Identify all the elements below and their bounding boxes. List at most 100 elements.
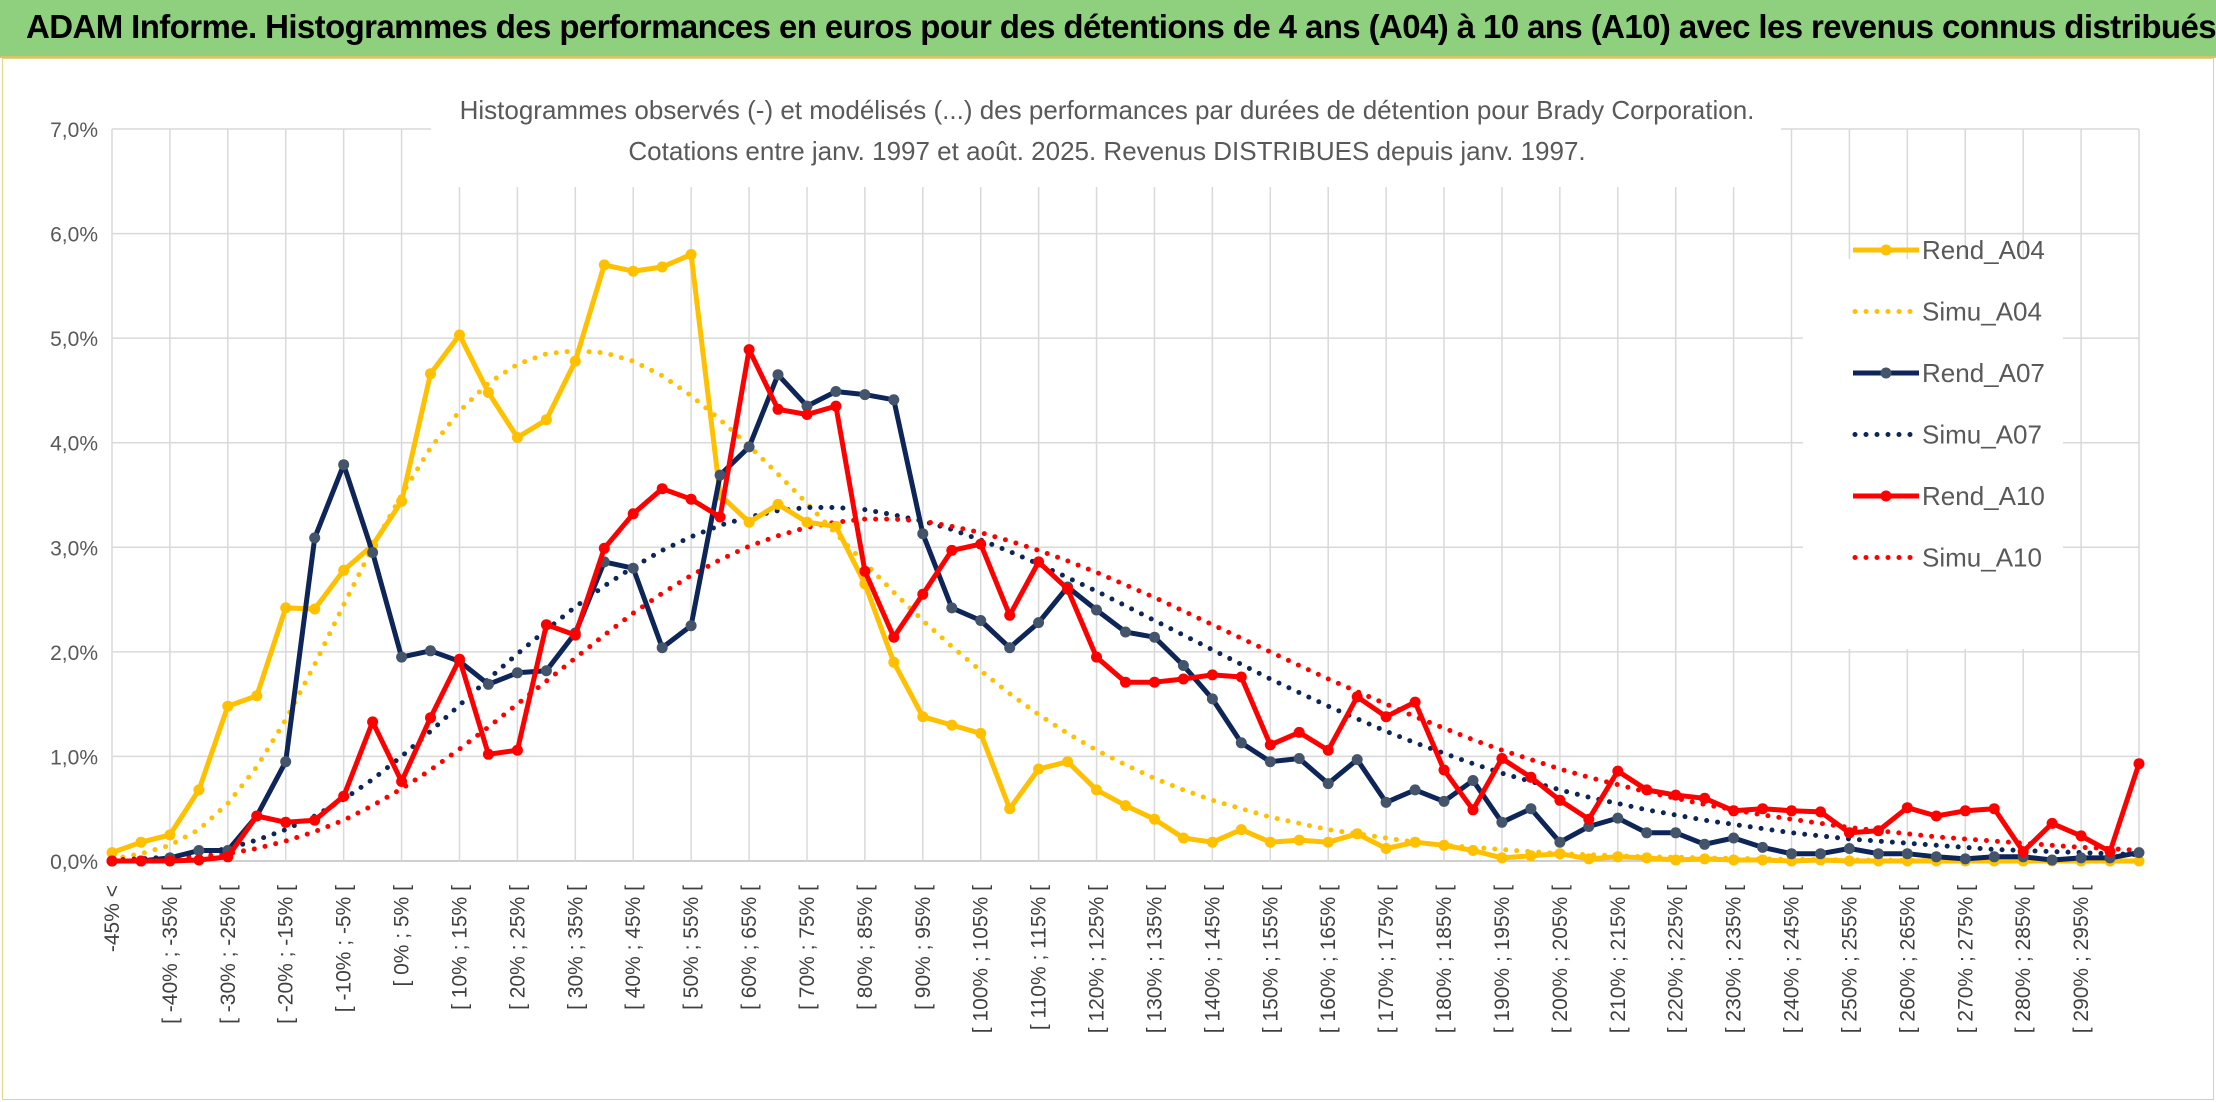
- data-point-rend-a07: [975, 615, 987, 626]
- data-point-rend-a07: [772, 369, 784, 381]
- data-point-rend-a04: [425, 368, 436, 380]
- x-tick-label: [ 250% ; 255% [: [1838, 885, 1861, 1033]
- data-point-rend-a10: [627, 508, 639, 520]
- x-tick-label: [ 30% ; 35% [: [564, 885, 587, 1010]
- data-point-rend-a07: [1930, 851, 1942, 863]
- data-point-rend-a04: [1843, 855, 1855, 867]
- data-point-rend-a07: [1786, 848, 1797, 860]
- x-tick-label: [ 170% ; 175% [: [1375, 885, 1398, 1033]
- data-point-rend-a07: [1467, 775, 1479, 786]
- data-point-rend-a04: [309, 603, 321, 615]
- data-point-rend-a04: [569, 355, 581, 367]
- data-point-rend-a04: [396, 495, 408, 507]
- data-point-rend-a07: [1496, 816, 1508, 828]
- x-tick-label: [ 140% ; 145% [: [1201, 885, 1224, 1033]
- x-tick-label: [ -30% ; -25% [: [217, 885, 240, 1024]
- data-point-rend-a04: [135, 836, 147, 848]
- page-title: ADAM Informe. Histogrammes des performan…: [26, 8, 2216, 45]
- data-point-rend-a04: [685, 249, 697, 260]
- x-tick-label: [ 0% ; 5% [: [391, 885, 414, 987]
- data-point-rend-a10: [714, 511, 726, 523]
- data-point-rend-a07: [2075, 852, 2087, 864]
- data-point-rend-a10: [772, 403, 784, 415]
- x-tick-label: [ 100% ; 105% [: [970, 885, 993, 1033]
- x-tick-label: -45% <: [101, 885, 124, 952]
- data-point-rend-a10: [1033, 556, 1045, 568]
- data-point-rend-a10: [656, 483, 668, 495]
- data-point-rend-a07: [1988, 851, 2000, 863]
- x-tick-label: [ -20% ; -15% [: [275, 885, 298, 1024]
- legend-label: Rend_A04: [1922, 235, 2045, 265]
- x-tick-label: [ 10% ; 15% [: [448, 885, 471, 1010]
- data-point-rend-a07: [830, 386, 842, 397]
- data-point-rend-a04: [1728, 854, 1740, 866]
- data-point-rend-a10: [1815, 806, 1826, 818]
- data-point-rend-a04: [1612, 851, 1624, 863]
- data-point-rend-a10: [946, 544, 958, 556]
- x-tick-label: [ 60% ; 65% [: [738, 885, 761, 1010]
- data-point-rend-a10: [540, 619, 552, 631]
- legend: Rend_A04 Simu_A04 Rend_A07 Simu_A07 Rend_A10…: [1803, 235, 2063, 649]
- data-point-rend-a10: [1554, 794, 1566, 806]
- x-axis: -45% < [ -40% ; -35% [[ -30% ; -25% [[ -2…: [101, 885, 2093, 1033]
- data-point-rend-a07: [1699, 838, 1711, 850]
- data-point-rend-a04: [2133, 855, 2145, 867]
- data-point-rend-a07: [1091, 604, 1102, 616]
- data-point-rend-a04: [1293, 834, 1305, 846]
- data-point-rend-a07: [859, 389, 871, 401]
- data-point-rend-a07: [1380, 796, 1392, 808]
- legend-label: Rend_A10: [1922, 481, 2045, 511]
- data-point-rend-a07: [1149, 631, 1160, 643]
- data-point-rend-a10: [367, 716, 379, 728]
- chart-subtitle: Cotations entre janv. 1997 et août. 2025…: [628, 136, 1585, 166]
- data-point-rend-a04: [1699, 853, 1711, 865]
- x-tick-label: [ 190% ; 195% [: [1491, 885, 1514, 1033]
- data-point-rend-a07: [1409, 784, 1421, 796]
- data-point-rend-a04: [1091, 784, 1102, 796]
- data-point-rend-a10: [1612, 765, 1624, 777]
- data-point-rend-a07: [1264, 756, 1276, 768]
- series: [106, 249, 2145, 867]
- x-tick-label: [ 120% ; 125% [: [1086, 885, 1109, 1033]
- data-point-rend-a07: [338, 459, 350, 471]
- data-point-rend-a10: [685, 493, 697, 505]
- data-point-rend-a07: [714, 469, 726, 481]
- data-point-rend-a10: [743, 344, 755, 356]
- data-point-rend-a04: [1496, 852, 1508, 864]
- data-point-rend-a10: [1930, 810, 1942, 822]
- chart-title-block: Histogrammes observés (-) et modélisés (…: [431, 87, 1781, 187]
- chart-frame: Histogrammes observés (-) et modélisés (…: [2, 58, 2214, 1100]
- data-point-rend-a10: [1843, 827, 1855, 839]
- histogram-chart: Histogrammes observés (-) et modélisés (…: [50, 87, 2145, 1033]
- data-point-rend-a10: [1438, 764, 1450, 776]
- data-point-rend-a07: [2046, 854, 2058, 866]
- data-point-rend-a07: [2133, 847, 2145, 859]
- data-point-rend-a04: [772, 498, 784, 510]
- data-point-rend-a07: [1033, 617, 1045, 629]
- data-point-rend-a07: [946, 602, 958, 614]
- y-axis: 0,0% 1,0% 2,0% 3,0% 4,0% 5,0% 6,0% 7,0%: [50, 119, 98, 874]
- data-point-rend-a07: [540, 665, 552, 677]
- data-point-rend-a07: [685, 620, 697, 632]
- legend-label: Simu_A10: [1922, 543, 2042, 573]
- data-point-rend-a10: [801, 409, 813, 420]
- data-point-rend-a07: [482, 678, 494, 690]
- data-point-rend-a10: [598, 542, 610, 554]
- data-point-rend-a04: [830, 520, 842, 532]
- data-point-rend-a10: [830, 400, 842, 412]
- legend-marker: [1880, 244, 1892, 256]
- data-point-rend-a04: [743, 516, 755, 528]
- data-point-rend-a10: [975, 538, 987, 550]
- x-tick-label: [ 270% ; 275% [: [1954, 885, 1977, 1033]
- x-tick-label: [ 200% ; 205% [: [1549, 885, 1572, 1033]
- x-tick-label: [ 260% ; 265% [: [1896, 885, 1919, 1033]
- data-point-rend-a10: [280, 816, 292, 828]
- data-point-rend-a04: [1670, 854, 1682, 866]
- data-point-rend-a04: [193, 784, 205, 796]
- data-point-rend-a04: [1757, 854, 1769, 866]
- data-point-rend-a10: [2075, 830, 2087, 842]
- data-point-rend-a10: [888, 631, 900, 643]
- data-point-rend-a10: [1699, 792, 1711, 804]
- data-point-rend-a07: [396, 651, 408, 663]
- data-point-rend-a07: [1670, 827, 1682, 839]
